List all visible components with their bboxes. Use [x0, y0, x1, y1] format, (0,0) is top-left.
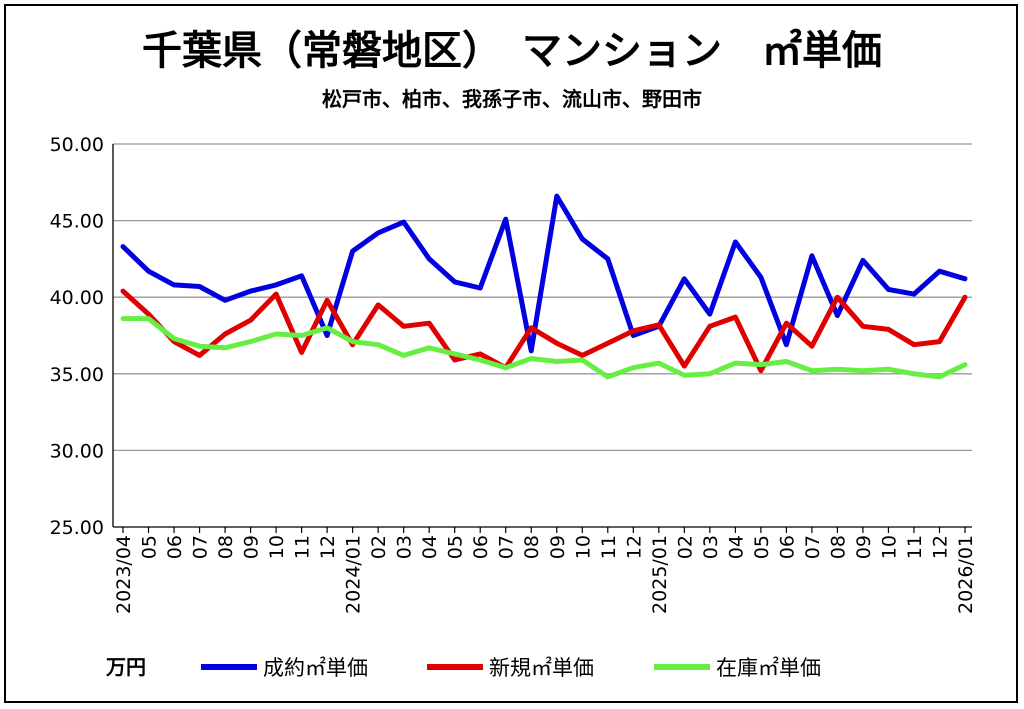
x-axis-ticks: 2023/04 05 06 07 08 09 10 11 12 2024/01 02 03 04 05 06…: [113, 527, 977, 614]
x-tick-label: 06: [470, 535, 492, 559]
x-tick-label: 09: [853, 535, 875, 559]
y-tick-label: 50.00: [50, 134, 104, 156]
y-tick-label: 35.00: [50, 364, 104, 386]
x-tick-label: 04: [419, 535, 441, 559]
x-tick-label: 09: [547, 535, 569, 559]
x-tick-label: 10: [878, 535, 900, 559]
x-tick-label: 12: [317, 535, 339, 559]
series-line-成約㎡単価: [120, 193, 968, 354]
y-tick-label: 45.00: [50, 211, 104, 233]
x-tick-label: 11: [292, 535, 314, 559]
series-line-新規㎡単価: [120, 288, 968, 374]
x-tick-label: 10: [266, 535, 288, 559]
x-tick-label: 03: [700, 535, 722, 559]
x-tick-label: 05: [139, 535, 161, 559]
x-tick-label: 05: [445, 535, 467, 559]
x-tick-label: 2023/04: [113, 535, 135, 614]
x-tick-label: 08: [215, 535, 237, 559]
legend-label: 在庫㎡単価: [716, 656, 821, 680]
x-tick-label: 12: [623, 535, 645, 559]
x-tick-label: 10: [572, 535, 594, 559]
x-tick-label: 06: [164, 535, 186, 559]
x-tick-label: 09: [241, 535, 263, 559]
x-tick-label: 05: [751, 535, 773, 559]
x-tick-label: 08: [827, 535, 849, 559]
chart-frame: 千葉県（常磐地区） マンション ㎡単価 松戸市、柏市、我孫子市、流山市、野田市 …: [4, 4, 1018, 703]
chart-title: 千葉県（常磐地区） マンション ㎡単価: [142, 28, 882, 74]
series-line-在庫㎡単価: [120, 316, 968, 380]
y-axis-ticks: 50.00 45.00 40.00 35.00 30.00 25.00: [50, 134, 104, 539]
x-tick-label: 2026/01: [955, 535, 977, 614]
x-tick-label: 2024/01: [343, 535, 365, 614]
x-tick-label: 08: [521, 535, 543, 559]
x-tick-label: 03: [394, 535, 416, 559]
x-tick-label: 2025/01: [649, 535, 671, 614]
series-lines: [120, 193, 968, 380]
x-tick-label: 07: [802, 535, 824, 559]
unit-label: 万円: [105, 655, 146, 679]
x-tick-label: 07: [190, 535, 212, 559]
x-tick-label: 07: [496, 535, 518, 559]
x-tick-label: 02: [368, 535, 390, 559]
line-chart: 千葉県（常磐地区） マンション ㎡単価 松戸市、柏市、我孫子市、流山市、野田市 …: [50, 28, 977, 680]
x-tick-label: 04: [725, 535, 747, 559]
y-tick-label: 25.00: [50, 517, 104, 539]
x-tick-label: 02: [674, 535, 696, 559]
legend: 成約㎡単価 新規㎡単価 在庫㎡単価: [201, 656, 821, 680]
legend-label: 成約㎡単価: [263, 656, 368, 680]
chart-subtitle: 松戸市、柏市、我孫子市、流山市、野田市: [322, 87, 702, 111]
x-tick-label: 11: [598, 535, 620, 559]
x-tick-label: 12: [929, 535, 951, 559]
y-tick-label: 30.00: [50, 440, 104, 462]
x-tick-label: 06: [776, 535, 798, 559]
x-tick-label: 11: [904, 535, 926, 559]
y-tick-label: 40.00: [50, 287, 104, 309]
legend-label: 新規㎡単価: [489, 656, 594, 680]
